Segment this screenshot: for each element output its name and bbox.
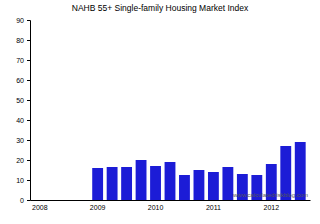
- y-tick: 80: [16, 37, 30, 44]
- y-tick: 30: [16, 137, 30, 144]
- x-tick: 2012: [264, 200, 280, 211]
- bar: [121, 167, 132, 200]
- title: NAHB 55+ Single-family Housing Market In…: [72, 3, 249, 13]
- x-tick-label: 2012: [264, 204, 280, 211]
- y-tick: 0: [20, 197, 30, 204]
- y-tick-label: 80: [16, 37, 24, 44]
- x-tick: 2009: [90, 200, 106, 211]
- y-tick-label: 20: [16, 157, 24, 164]
- y-tick-label: 50: [16, 97, 24, 104]
- bar: [179, 175, 190, 200]
- y-tick-mark: [27, 120, 30, 121]
- bar: [107, 167, 118, 200]
- bar: [222, 167, 233, 200]
- chart: NAHB 55+ Single-family Housing Market In…: [0, 0, 320, 224]
- y-tick-label: 60: [16, 77, 24, 84]
- y-tick: 20: [16, 157, 30, 164]
- y-tick-label: 40: [16, 117, 24, 124]
- y-tick: 10: [16, 177, 30, 184]
- x-tick-label: 2011: [206, 204, 221, 211]
- x-tick-label: 2010: [148, 204, 164, 211]
- y-tick-mark: [27, 80, 30, 81]
- bar: [194, 170, 205, 200]
- x-tick: 2010: [148, 200, 164, 211]
- y-tick: 60: [16, 77, 30, 84]
- y-tick-label: 10: [16, 177, 24, 184]
- bar: [208, 172, 219, 200]
- y-tick-mark: [27, 60, 30, 61]
- y-tick-label: 30: [16, 137, 24, 144]
- y-tick-mark: [27, 180, 30, 181]
- x-tick: 2011: [206, 200, 221, 211]
- x-axis-line: [31, 200, 311, 201]
- y-tick: 50: [16, 97, 30, 104]
- y-tick-label: 70: [16, 57, 24, 64]
- bar: [136, 160, 147, 200]
- x-tick-label: 2008: [32, 204, 48, 211]
- y-tick-mark: [27, 160, 30, 161]
- y-tick-label: 0: [20, 197, 24, 204]
- y-tick-label: 90: [16, 17, 24, 24]
- y-tick-mark: [27, 100, 30, 101]
- y-tick: 90: [16, 17, 30, 24]
- y-tick-mark: [27, 20, 30, 21]
- x-tick-label: 2009: [90, 204, 106, 211]
- y-tick-mark: [27, 140, 30, 141]
- y-tick-mark: [27, 200, 30, 201]
- y-tick: 70: [16, 57, 30, 64]
- y-tick-mark: [27, 40, 30, 41]
- y-axis: 0 10 20 30 40 50 60 70 80 90: [16, 17, 30, 204]
- bar: [150, 166, 161, 200]
- bar: [92, 168, 103, 200]
- y-tick: 40: [16, 117, 30, 124]
- bar: [165, 162, 176, 200]
- plot: 0 10 20 30 40 50 60 70 80 90 2008 2009 2010 2011 2012: [16, 17, 310, 211]
- x-tick: 2008: [32, 200, 48, 211]
- x-axis: 2008 2009 2010 2011 2012: [31, 200, 311, 211]
- y-axis-line: [27, 21, 31, 201]
- annotation: www.calculatedriskblog.com: [232, 192, 308, 198]
